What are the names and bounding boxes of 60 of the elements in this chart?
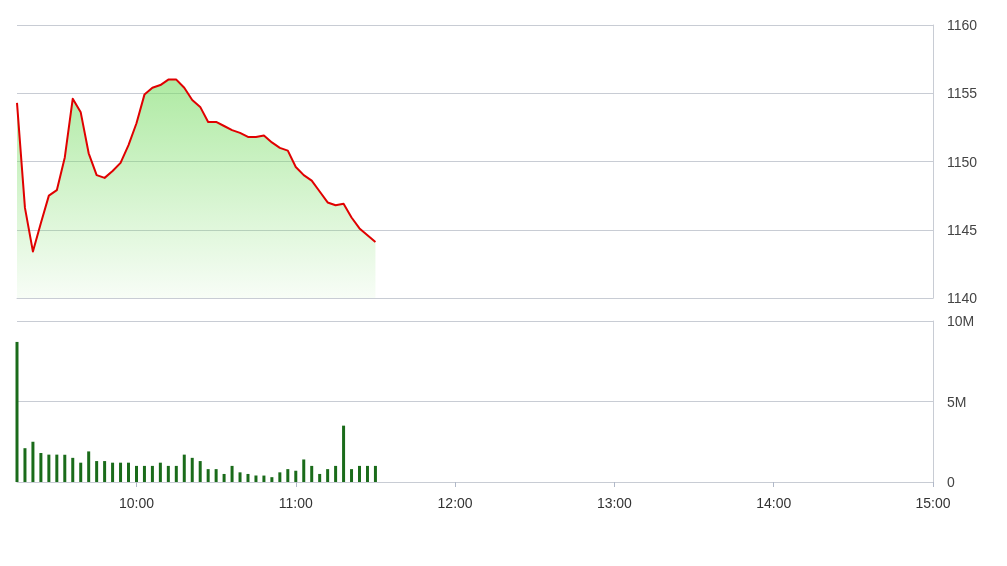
bar [365, 465, 369, 482]
bar [31, 441, 35, 482]
bar [373, 465, 377, 482]
bar [127, 462, 131, 482]
bar [286, 469, 290, 482]
bar [350, 469, 354, 482]
bar [134, 465, 138, 482]
bar [174, 465, 178, 482]
bar [254, 475, 258, 482]
bar [103, 461, 107, 482]
bar [190, 457, 194, 482]
y-tick-label: 1145 [947, 221, 978, 238]
y-tick-label: 1160 [947, 17, 978, 33]
y-tick-label: 0 [947, 474, 955, 490]
bar [222, 473, 226, 482]
bar [238, 472, 242, 482]
bar [206, 469, 210, 482]
bar [63, 454, 67, 482]
bar [214, 469, 218, 482]
bar [294, 470, 298, 482]
bar [150, 465, 154, 482]
bar [119, 462, 123, 482]
bar [23, 448, 27, 482]
y-tick-label: 1140 [947, 290, 978, 306]
x-tick-label: 14:00 [756, 495, 792, 511]
x-tick-label: 11:00 [278, 495, 313, 511]
bar [278, 472, 282, 482]
bar [166, 465, 170, 482]
bar [198, 461, 202, 482]
bar [158, 462, 162, 482]
bar [310, 465, 314, 482]
y-tick-label: 1155 [947, 85, 978, 102]
y-tick-label: 1150 [947, 153, 978, 170]
y-tick-label: 5M [947, 393, 967, 410]
bar [230, 465, 234, 482]
bar [47, 454, 51, 482]
bar [39, 453, 43, 482]
bar [15, 341, 19, 482]
bar [262, 475, 266, 482]
bar [326, 469, 330, 482]
x-tick-label: 10:00 [118, 495, 155, 511]
x-tick-label: 15:00 [915, 495, 951, 511]
x-tick-label: 12:00 [437, 495, 473, 511]
bar [87, 451, 91, 482]
bar [55, 454, 59, 482]
bar [142, 465, 146, 482]
bar [246, 473, 250, 482]
bar [95, 461, 99, 482]
x-tick-label: 13:00 [596, 495, 633, 511]
bar [342, 425, 346, 482]
bar [334, 465, 338, 482]
bar [270, 477, 274, 482]
bar [358, 465, 361, 482]
bar [302, 459, 306, 482]
bar [71, 457, 75, 482]
bar [318, 473, 322, 482]
bar [182, 454, 186, 482]
y-tick-label: 10M [947, 313, 975, 329]
bar [79, 462, 83, 482]
bar [111, 462, 115, 482]
